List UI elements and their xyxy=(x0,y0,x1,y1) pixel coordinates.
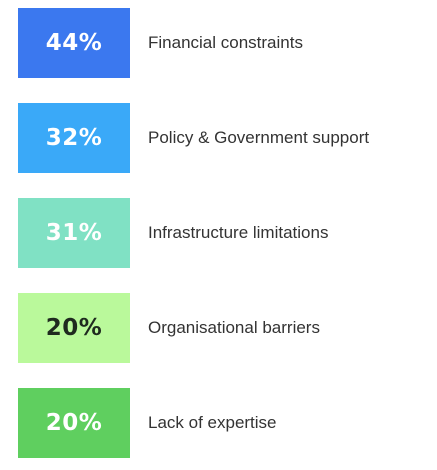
item-label: Policy & Government support xyxy=(148,128,370,147)
item-label: Lack of expertise xyxy=(148,413,277,432)
item-row: 20% Lack of expertise xyxy=(0,388,437,458)
percent-box: 31% xyxy=(18,198,130,268)
percent-box: 32% xyxy=(18,103,130,173)
item-row: 44% Financial constraints xyxy=(0,8,437,78)
item-label: Infrastructure limitations xyxy=(148,223,329,242)
percent-box: 20% xyxy=(18,293,130,363)
item-row: 20% Organisational barriers xyxy=(0,293,437,363)
item-label: Organisational barriers xyxy=(148,318,320,337)
item-row: 31% Infrastructure limitations xyxy=(0,198,437,268)
percent-box: 44% xyxy=(18,8,130,78)
item-label: Financial constraints xyxy=(148,33,303,52)
percent-box: 20% xyxy=(18,388,130,458)
item-row: 32% Policy & Government support xyxy=(0,103,437,173)
